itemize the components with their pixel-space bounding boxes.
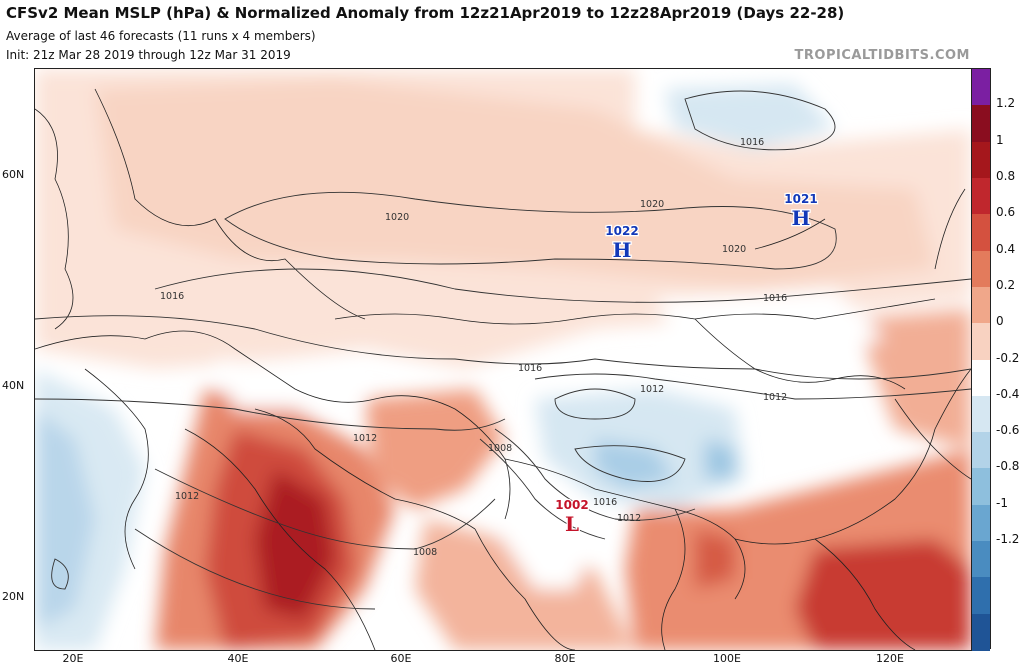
isobar-label: 1016 [740, 137, 764, 148]
map-subtitle-average: Average of last 46 forecasts (11 runs x … [6, 29, 316, 43]
pressure-centers: 1022 H 1021 H 1002 L [554, 191, 819, 538]
isobar-1004 [479, 438, 606, 540]
high-center-1022: 1022 H [604, 223, 640, 264]
low-center-1002: 1002 L [554, 497, 590, 538]
isobar-labels: 1016 1020 1020 1020 1016 1016 1016 1012 … [160, 137, 787, 558]
isobar-label: 1016 [593, 497, 617, 508]
isobar-label: 1012 [353, 433, 377, 444]
isobar-1016-tibet [574, 445, 686, 482]
colorbar-segment [972, 141, 990, 179]
lon-label-60e: 60E [390, 652, 412, 665]
colorbar-tick-label: 0.2 [996, 277, 1016, 292]
colorbar-tick-label: -0.4 [996, 386, 1020, 401]
map-subtitle-init: Init: 21z Mar 28 2019 through 12z Mar 31… [6, 48, 291, 62]
colorbar-tick-label: 1.2 [996, 96, 1016, 111]
isobars [35, 90, 971, 610]
colorbar-tick-label: -1.2 [996, 532, 1020, 547]
colorbar-tick-label: 0.4 [996, 241, 1016, 256]
anomaly-shading [35, 69, 971, 650]
isobar-label: 1012 [640, 384, 664, 395]
colorbar-segment [972, 69, 990, 106]
anomaly-colorbar [971, 68, 991, 651]
lat-label-60n: 60N [2, 168, 25, 181]
isobar-label: 1008 [488, 443, 512, 454]
isobar-1008-himalaya [494, 428, 696, 521]
isobar-1016-mid [154, 268, 971, 303]
lat-label-40n: 40N [2, 379, 25, 392]
colorbar-segment [972, 395, 990, 433]
lon-label-20e: 20E [62, 652, 84, 665]
coastlines [35, 88, 971, 650]
isobar-label: 1020 [385, 212, 409, 223]
high-symbol: H [613, 238, 632, 262]
colorbar-segment [972, 286, 990, 324]
low-symbol: L [565, 512, 579, 536]
colorbar-segment [972, 323, 990, 360]
high-value: 1022 [605, 224, 638, 238]
isobar-1016-north [684, 90, 836, 151]
isobar-1020 [224, 191, 837, 270]
isobar-1012-west [35, 398, 506, 431]
high-center-1021: 1021 H [783, 191, 819, 232]
isobar-label: 1008 [413, 547, 437, 558]
high-symbol: H [792, 206, 811, 230]
colorbar-tick-label: -0.8 [996, 459, 1020, 474]
colorbar-segment [972, 250, 990, 288]
lon-label-100e: 100E [713, 652, 741, 665]
isobar-small-africa [51, 558, 69, 590]
colorbar-segment [972, 214, 990, 252]
lat-label-20n: 20N [2, 590, 25, 603]
colorbar-segment [972, 541, 990, 578]
colorbar-segment [972, 613, 990, 651]
isobar-label: 1016 [160, 291, 184, 302]
isobar-1008-arabia [154, 468, 496, 550]
colorbar-tick-label: 0.6 [996, 205, 1016, 220]
isobar-label: 1020 [722, 244, 746, 255]
colorbar-segment [972, 432, 990, 469]
isobar-1012-south [134, 528, 376, 610]
map-title: CFSv2 Mean MSLP (hPa) & Normalized Anoma… [6, 4, 845, 22]
colorbar-segment [972, 105, 990, 143]
isobar-label: 1012 [175, 491, 199, 502]
isobar-label: 1020 [640, 199, 664, 210]
colorbar-tick-label: -1 [996, 495, 1008, 510]
colorbar-tick-label: -0.6 [996, 423, 1020, 438]
isobar-label: 1016 [518, 363, 542, 374]
isobar-1016-south [35, 315, 971, 380]
isobar-1012-east [534, 373, 971, 400]
low-value: 1002 [555, 498, 588, 512]
colorbar-tick-label: 0.8 [996, 168, 1016, 183]
colorbar-tick-label: 1 [996, 132, 1004, 147]
site-credit[interactable]: TROPICALTIDBITS.COM [794, 48, 970, 63]
colorbar-segment [972, 504, 990, 542]
colorbar-segment [972, 468, 990, 506]
colorbar-segment [972, 577, 990, 615]
colorbar-segment [972, 359, 990, 397]
lon-label-80e: 80E [554, 652, 576, 665]
colorbar-segment [972, 177, 990, 215]
colorbar-tick-label: -0.2 [996, 350, 1020, 365]
colorbar-tick-label: 0 [996, 314, 1004, 329]
mslp-anomaly-map: 1016 1020 1020 1020 1016 1016 1016 1012 … [34, 68, 972, 651]
lon-label-120e: 120E [876, 652, 904, 665]
isobar-label: 1016 [763, 293, 787, 304]
map-canvas: 1016 1020 1020 1020 1016 1016 1016 1012 … [35, 69, 971, 650]
isobar-label: 1012 [763, 392, 787, 403]
high-value: 1021 [784, 192, 817, 206]
isobar-1012-tibet [554, 388, 636, 420]
lon-label-40e: 40E [227, 652, 249, 665]
isobar-label: 1012 [617, 513, 641, 524]
